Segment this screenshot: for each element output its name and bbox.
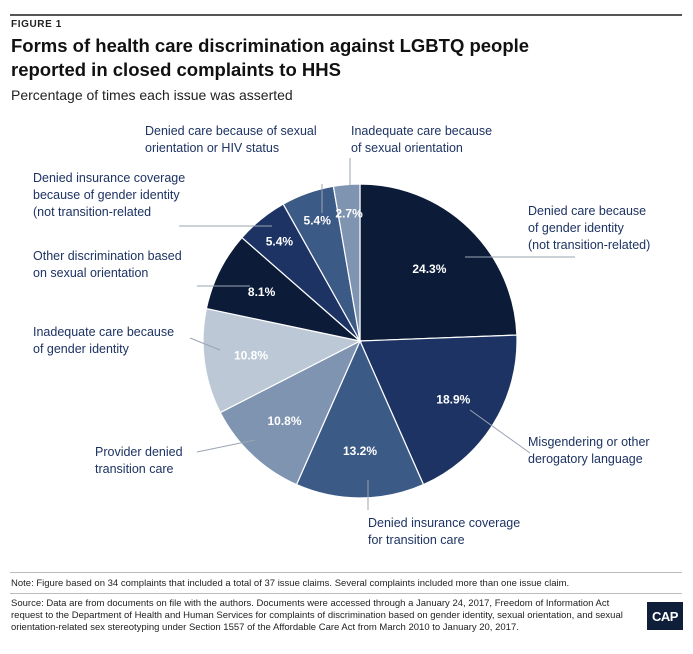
- pie-chart: 24.3%18.9%13.2%10.8%10.8%8.1%5.4%5.4% 2.7…: [33, 124, 650, 547]
- chart-source: Source: Data are from documents on file …: [11, 598, 623, 633]
- chart-title: Forms of health care discrimination agai…: [11, 35, 530, 80]
- leader-line: [189, 337, 221, 351]
- slice-value-label: 2.7%: [335, 207, 363, 221]
- slice-category-label: Denied care because of gender identity (no…: [528, 204, 650, 252]
- slice-category-label: Denied insurance coverage for transition …: [368, 516, 520, 547]
- pie-slice: [332, 183, 361, 342]
- note-divider: [10, 572, 682, 573]
- slice-value-label: 5.4%: [266, 235, 294, 249]
- pie-slice: [359, 183, 518, 342]
- slice-category-label: Misgendering or other derogatory language: [528, 435, 650, 466]
- slice-value-label: 10.8%: [267, 414, 301, 428]
- slice-value-label: 5.4%: [304, 213, 332, 227]
- chart-note: Note: Figure based on 34 complaints that…: [11, 578, 570, 589]
- slice-category-label: Provider denied transition care: [95, 445, 183, 476]
- leader-lines: [179, 158, 575, 510]
- chart-subtitle: Percentage of times each issue was asser…: [11, 87, 293, 103]
- source-divider: [10, 593, 682, 594]
- pie-slice: [359, 334, 518, 486]
- slice-value-label: 8.1%: [248, 285, 276, 299]
- slice-value-labels: 24.3%18.9%13.2%10.8%10.8%8.1%5.4%5.4% 2.7…: [234, 207, 471, 459]
- slice-category-label: Denied care because of sexual orientation…: [145, 124, 317, 155]
- slice-value-label: 18.9%: [436, 392, 470, 406]
- pie-slices: [202, 183, 518, 499]
- cap-logo: CAP: [647, 602, 683, 630]
- pie-slice: [295, 339, 425, 499]
- slice-value-label: 24.3%: [412, 262, 446, 276]
- pie-slice: [219, 339, 362, 486]
- top-rule: [10, 14, 682, 16]
- slice-category-labels: Denied care because of gender identity (no…: [33, 124, 650, 547]
- slice-category-label: Other discrimination based on sexual orie…: [33, 249, 182, 280]
- leader-line: [196, 439, 256, 453]
- slice-category-label: Denied insurance coverage because of gend…: [33, 171, 185, 219]
- pie-slice: [202, 307, 362, 414]
- slice-category-label: Inadequate care because of sexual orienta…: [351, 124, 492, 155]
- slice-category-label: Inadequate care because of gender identit…: [33, 325, 174, 356]
- leader-line: [469, 409, 531, 454]
- slice-value-label: 13.2%: [343, 444, 377, 458]
- slice-value-label: 10.8%: [234, 349, 268, 363]
- figure-label: FIGURE 1: [11, 19, 62, 30]
